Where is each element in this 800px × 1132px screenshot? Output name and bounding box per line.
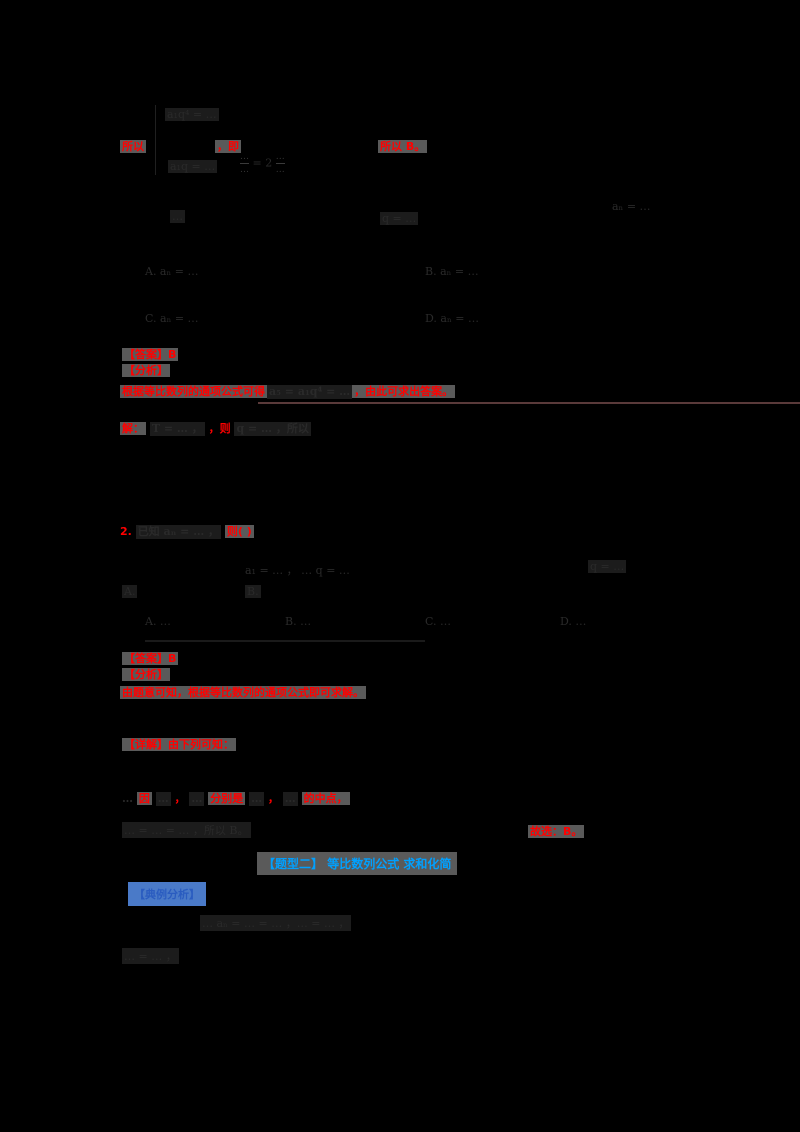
formula-bottom: a₁q = … xyxy=(168,160,218,173)
q2-line2-left: A. xyxy=(122,585,138,598)
q1-result-formula: …… = 2 …… xyxy=(240,152,285,175)
formula-top: a₁q⁴ = … xyxy=(165,108,219,121)
fraction: …… xyxy=(275,152,285,175)
example-label: 【典例分析】 xyxy=(128,882,206,906)
q1-option-row0-left: … xyxy=(170,210,185,223)
q1-solution-line: 解： T = … ， ，则 q = … ，所以 xyxy=(120,422,311,436)
section-heading-tail: 求和化简 xyxy=(403,857,452,871)
example-line1: … aₙ = … = … ，… = … ， xyxy=(200,915,352,931)
q1-option-A: A. aₙ = … xyxy=(145,265,199,278)
q1-lead: 所以 xyxy=(120,140,146,153)
q2-option-C: C. … xyxy=(425,615,452,628)
q2-line1-right: q = … xyxy=(588,560,627,573)
q2-underline xyxy=(145,640,425,642)
system-bracket xyxy=(155,105,160,175)
fraction: …… xyxy=(240,152,249,175)
q3-line-b: … = … = … ，所以 B。 xyxy=(122,822,251,838)
section-heading-bracket: 【题型二】 xyxy=(263,857,324,871)
divider-line xyxy=(258,402,800,404)
q2-option-B: B. … xyxy=(285,615,312,628)
q1-analysis-label: 【分析】 xyxy=(122,364,170,377)
q2-option-A: A. … xyxy=(145,615,171,628)
q2-detail-label: 【详解】由下列可知： xyxy=(122,738,236,751)
q1-option-D: D. aₙ = … xyxy=(425,312,479,325)
q2-answer-label: 【答案】B xyxy=(122,652,179,665)
q2-analysis-text: 由题意可知，根据等比数列的通项公式即可求解。 xyxy=(120,686,366,699)
q1-answer-label: 【答案】B xyxy=(122,348,179,361)
section-heading-title: 等比数列公式 xyxy=(327,857,400,871)
q1-option-C: C. aₙ = … xyxy=(145,312,199,325)
q1-analysis-line: 根据等比数列的通项公式可得 a₅ = a₁q⁴ = … ，由此可求出答案。 xyxy=(120,385,456,399)
q2-option-D: D. … xyxy=(560,615,587,628)
q2-analysis-label: 【分析】 xyxy=(122,668,170,681)
q2-line1: a₁ = … ， … q = … xyxy=(245,564,350,577)
q1-comma-label: ，即 xyxy=(215,140,241,153)
q3-line-a: … 因 … ， … 分别是 … ， … 的中点， xyxy=(122,792,350,806)
q1-option-B: B. aₙ = … xyxy=(425,265,479,278)
q2-stem: 2. 已知 aₙ = … ， 则( ) xyxy=(120,525,254,539)
q2-line2-mid: B. xyxy=(245,585,261,598)
q1-option-row0-mid: q = … xyxy=(380,212,419,225)
example-line2: … = … ， xyxy=(122,948,179,964)
q3-line-b-tail: 故选：B。 xyxy=(528,825,585,838)
q1-option-row0-right: aₙ = … xyxy=(612,200,651,213)
section-heading: 【题型二】 等比数列公式 求和化简 xyxy=(257,852,458,875)
q1-tail: 所以 B。 xyxy=(378,140,428,153)
